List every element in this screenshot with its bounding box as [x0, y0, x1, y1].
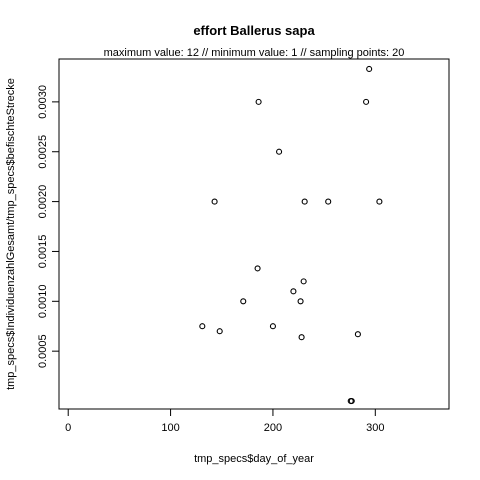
data-point [216, 328, 223, 335]
y-tick-label: 0.0005 [37, 334, 49, 368]
y-tick-label: 0.0030 [37, 85, 49, 119]
data-point [348, 397, 355, 405]
x-axis: 0 100 200 300 [65, 408, 384, 434]
data-point [290, 288, 297, 295]
chart-title: effort Ballerus sapa [193, 23, 315, 38]
data-point [363, 98, 370, 105]
data-point [376, 198, 383, 205]
data-point [240, 298, 247, 305]
data-point [300, 278, 307, 285]
data-point [255, 98, 262, 105]
y-tick-label: 0.0025 [37, 135, 49, 169]
y-axis: 0.0005 0.0010 0.0015 0.0020 0.0025 0.0030 [37, 85, 60, 368]
data-point [297, 298, 304, 305]
data-point [254, 265, 261, 272]
data-point [269, 323, 276, 330]
data-point [354, 331, 361, 338]
x-axis-label: tmp_specs$day_of_year [194, 453, 314, 465]
x-tick-label: 200 [264, 422, 282, 434]
y-axis-label: tmp_specs$IndividuenzahlGesamt/tmp_specs… [5, 78, 17, 390]
y-tick-label: 0.0015 [37, 235, 49, 269]
data-point [301, 198, 308, 205]
x-tick-label: 100 [161, 422, 179, 434]
data-point [366, 65, 373, 73]
data-point [298, 334, 305, 341]
x-tick-label: 300 [366, 422, 384, 434]
data-point [325, 198, 332, 205]
data-point [276, 148, 283, 155]
x-tick-label: 0 [65, 422, 71, 434]
data-point [199, 323, 206, 330]
y-tick-label: 0.0020 [37, 185, 49, 219]
data-points [199, 65, 383, 405]
y-tick-label: 0.0010 [37, 284, 49, 318]
data-point [211, 198, 218, 205]
plot-frame [58, 58, 450, 410]
chart-subtitle: maximum value: 12 // minimum value: 1 //… [104, 47, 405, 59]
